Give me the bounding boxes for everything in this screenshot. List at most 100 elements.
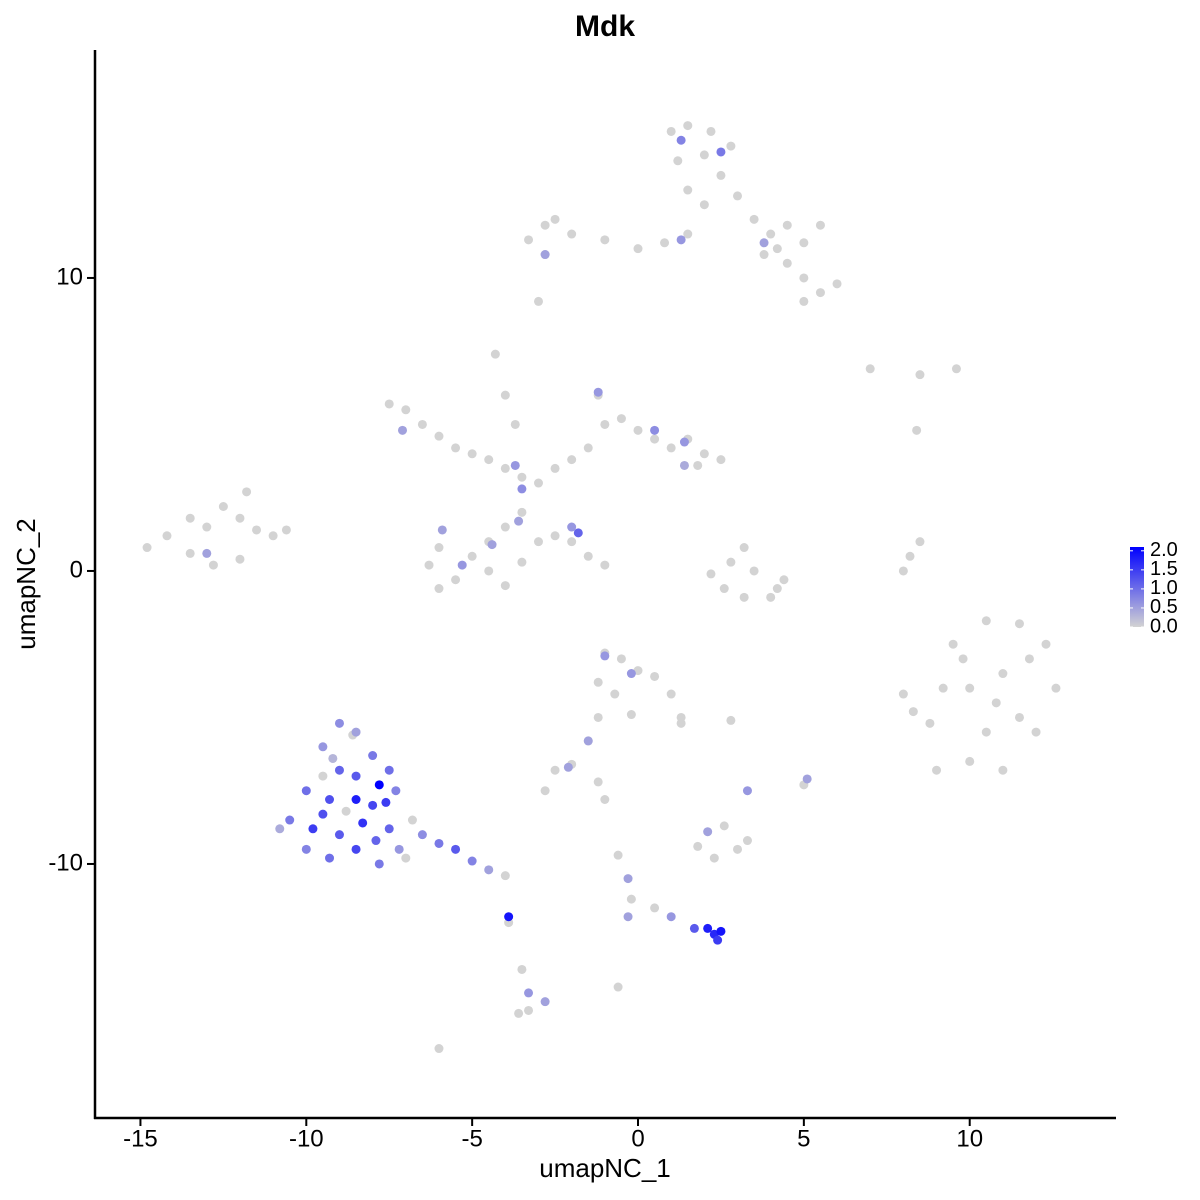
point <box>600 560 610 570</box>
point <box>185 513 195 523</box>
point <box>689 923 699 933</box>
point <box>593 387 603 397</box>
point <box>334 830 344 840</box>
point <box>626 894 636 904</box>
point <box>351 771 361 781</box>
point <box>951 364 961 374</box>
point <box>998 669 1008 679</box>
point <box>703 827 713 837</box>
point <box>275 824 285 834</box>
point <box>325 853 335 863</box>
point <box>484 865 494 875</box>
y-tick-label: 10 <box>56 263 83 290</box>
point <box>666 912 676 922</box>
point <box>451 443 461 453</box>
point <box>703 923 713 933</box>
point <box>500 390 510 400</box>
point <box>457 560 467 570</box>
point <box>142 543 152 553</box>
point <box>540 997 550 1007</box>
point <box>716 147 726 157</box>
point <box>905 551 915 561</box>
point <box>1031 727 1041 737</box>
point <box>563 762 573 772</box>
colorbar-tick-label: 0.0 <box>1150 615 1178 637</box>
point <box>162 531 172 541</box>
point <box>583 551 593 561</box>
point <box>948 639 958 649</box>
point <box>351 795 361 805</box>
point <box>898 566 908 576</box>
point <box>540 250 550 260</box>
point <box>815 220 825 230</box>
point <box>1051 683 1061 693</box>
point <box>384 824 394 834</box>
x-tick-label: 0 <box>631 1125 644 1152</box>
point <box>660 238 670 248</box>
point <box>626 669 636 679</box>
point <box>925 718 935 728</box>
point <box>517 557 527 567</box>
colorbar-tick-label: 2.0 <box>1150 539 1178 561</box>
point <box>719 821 729 831</box>
point <box>679 460 689 470</box>
point <box>772 584 782 594</box>
x-tick-label: -15 <box>123 1125 158 1152</box>
point <box>699 449 709 459</box>
point <box>325 795 335 805</box>
point <box>318 809 328 819</box>
point <box>593 777 603 787</box>
point <box>252 525 262 535</box>
point <box>779 575 789 585</box>
point <box>437 525 447 535</box>
point <box>815 288 825 298</box>
x-tick-label: 5 <box>797 1125 810 1152</box>
point <box>726 557 736 567</box>
point <box>351 844 361 854</box>
point <box>898 689 908 699</box>
point <box>401 853 411 863</box>
point <box>673 156 683 166</box>
point <box>567 229 577 239</box>
point <box>524 1005 534 1015</box>
point <box>517 964 527 974</box>
point <box>514 516 524 526</box>
point <box>514 1008 524 1018</box>
point <box>759 250 769 260</box>
point <box>524 988 534 998</box>
point <box>341 806 351 816</box>
point <box>932 765 942 775</box>
point <box>699 200 709 210</box>
point <box>567 537 577 547</box>
point <box>510 460 520 470</box>
point <box>467 449 477 459</box>
point <box>451 575 461 585</box>
point <box>533 537 543 547</box>
point <box>650 425 660 435</box>
point <box>613 982 623 992</box>
point <box>484 455 494 465</box>
point <box>739 592 749 602</box>
point <box>374 859 384 869</box>
point <box>208 560 218 570</box>
point <box>958 654 968 664</box>
point <box>683 185 693 195</box>
point <box>716 455 726 465</box>
point <box>308 824 318 834</box>
y-tick-label: 0 <box>70 556 83 583</box>
point <box>676 235 686 245</box>
point <box>235 513 245 523</box>
point <box>965 683 975 693</box>
chart-title: Mdk <box>575 10 635 43</box>
point <box>368 751 378 761</box>
point <box>981 727 991 737</box>
point <box>318 771 328 781</box>
point <box>381 797 391 807</box>
point <box>394 844 404 854</box>
point <box>616 654 626 664</box>
point <box>328 753 338 763</box>
point <box>699 150 709 160</box>
point <box>799 296 809 306</box>
point <box>374 780 384 790</box>
point <box>583 443 593 453</box>
